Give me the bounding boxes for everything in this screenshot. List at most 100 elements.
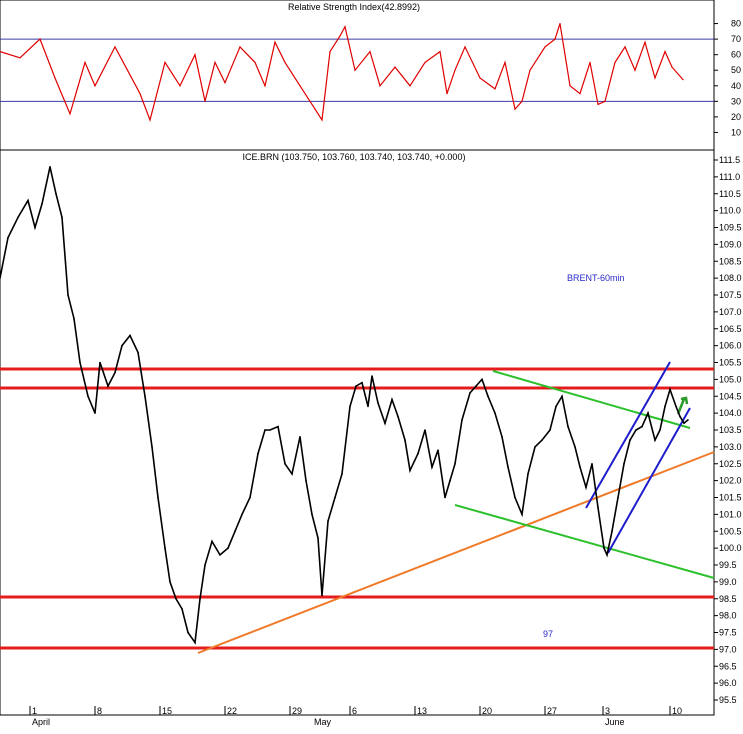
rsi-point [354, 69, 356, 71]
price-tick-label: 97.5 [719, 628, 737, 638]
rsi-tick-label: 80 [731, 19, 741, 29]
price-point [327, 520, 329, 522]
rsi-point [589, 61, 591, 64]
price-point [291, 473, 293, 475]
price-point [659, 429, 661, 431]
price-point [501, 436, 503, 438]
price-tick-label: 107.5 [719, 290, 742, 300]
rsi-point [39, 38, 41, 40]
rsi-title: Relative Strength Index(42.8992) [288, 2, 420, 12]
price-tick-label: 108.0 [719, 273, 742, 283]
price-point [169, 581, 171, 583]
price-point [367, 405, 369, 408]
price-point [574, 446, 576, 448]
price-point [79, 361, 81, 364]
price-point [27, 199, 29, 202]
price-point [299, 436, 301, 438]
up-arrow-icon [676, 396, 689, 415]
rsi-point [614, 61, 616, 64]
rsi-point [604, 100, 606, 102]
rsi-point [19, 57, 21, 59]
x-tick-label: 29 [292, 706, 302, 716]
rsi-point [69, 113, 71, 115]
price-tick-label: 98.5 [719, 594, 737, 604]
price-point [234, 530, 236, 533]
rsi-point [54, 77, 56, 79]
price-point [487, 395, 489, 398]
rsi-line-group [0, 23, 684, 122]
rsi-panel-frame [0, 0, 715, 151]
rsi-point [494, 88, 496, 90]
rsi-point [314, 108, 316, 110]
x-tick-label: 10 [672, 706, 682, 716]
rsi-point [284, 61, 286, 64]
price-tick-label: 103.5 [719, 425, 742, 435]
price-point [67, 294, 69, 296]
price-point [597, 506, 599, 509]
price-point [641, 425, 643, 428]
price-point [371, 375, 373, 377]
price-tick-label: 108.5 [719, 256, 742, 266]
x-tick-label: 3 [605, 706, 610, 716]
price-point [606, 554, 608, 556]
price-tick-label: 96.0 [719, 678, 737, 688]
price-point [469, 392, 471, 394]
price-point [241, 513, 243, 516]
rsi-point [194, 54, 196, 56]
brent-60min-label: BRENT-60min [567, 273, 625, 283]
x-month-label: June [605, 717, 625, 727]
price-tick-label: 107.0 [719, 307, 742, 317]
rsi-point [559, 23, 561, 25]
price-point [17, 216, 19, 219]
price-point [204, 564, 206, 566]
price-point [669, 388, 671, 391]
rsi-point [299, 85, 301, 87]
price-tick-label: 100.0 [719, 543, 742, 553]
price-point [617, 496, 619, 499]
x-tick-label: 20 [482, 706, 492, 716]
price-point [181, 608, 183, 610]
price-point [527, 473, 529, 475]
price-tick-label: 109.0 [719, 239, 742, 249]
price-tick-label: 97.0 [719, 644, 737, 654]
rsi-point [624, 46, 626, 48]
price-point [341, 473, 343, 475]
rsi-point [654, 77, 656, 79]
rsi-point [446, 93, 448, 95]
price-point [175, 598, 177, 600]
rsi-point [114, 46, 116, 48]
price-point [391, 398, 393, 401]
rsi-point [439, 51, 441, 53]
price-tick-label: 106.5 [719, 324, 742, 334]
rsi-point [84, 61, 86, 64]
price-point [317, 537, 319, 539]
price-point [211, 540, 213, 543]
rsi-point [671, 66, 673, 68]
price-tick-label: 96.5 [719, 661, 737, 671]
price-point [99, 361, 101, 364]
price-point [461, 419, 463, 421]
price-point [623, 463, 625, 465]
uptrend-line-orange [197, 451, 715, 654]
price-point [431, 466, 433, 468]
trendlines [0, 361, 715, 654]
price-tick-label: 109.5 [719, 223, 742, 233]
price-point [377, 402, 379, 404]
price-point [417, 452, 419, 455]
x-tick-label: 15 [162, 706, 172, 716]
rsi-point [214, 61, 216, 64]
up-channel-bottom-blue [607, 407, 691, 554]
price-point [675, 405, 677, 408]
price-point [561, 395, 563, 398]
rsi-tick-label: 60 [731, 50, 741, 60]
rsi-point [394, 66, 396, 68]
price-point [349, 405, 351, 408]
price-point [494, 412, 496, 414]
x-tick-label: 22 [227, 706, 237, 716]
rsi-point [369, 51, 371, 53]
price-point [334, 496, 336, 499]
price-point [41, 203, 43, 205]
price-point [683, 422, 685, 425]
rsi-bands [0, 38, 714, 102]
